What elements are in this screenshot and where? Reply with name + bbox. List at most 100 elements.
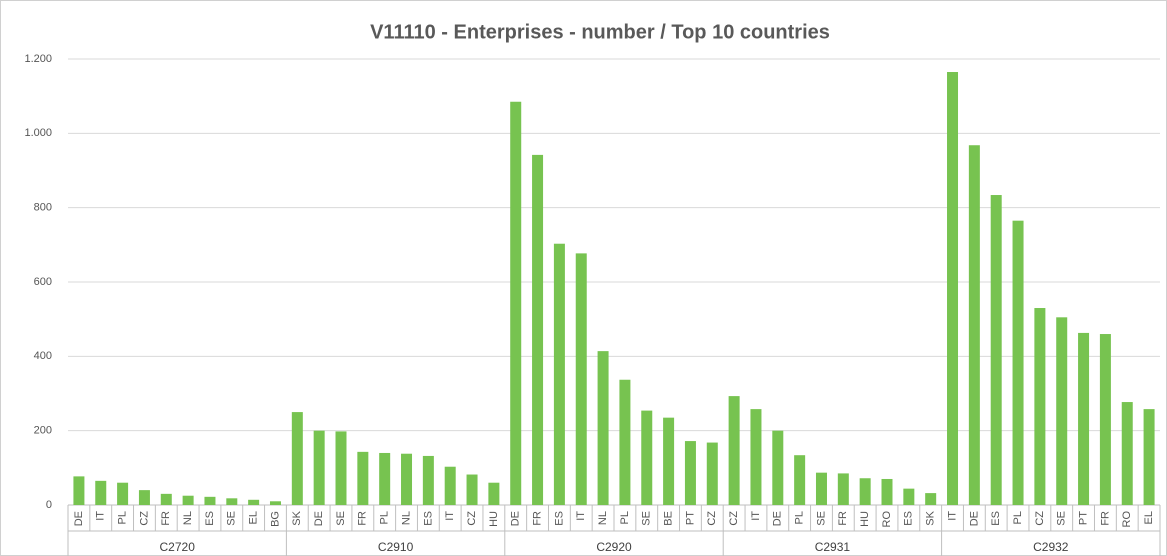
x-tick-label: RO (881, 511, 893, 528)
bar (663, 417, 675, 505)
x-tick-label: IT (750, 511, 762, 521)
bar (401, 453, 413, 505)
bar (160, 493, 172, 505)
x-tick-label: IT (575, 511, 587, 521)
x-tick-label: FR (837, 511, 849, 526)
x-tick-label: ES (422, 511, 434, 526)
x-tick-label: DE (313, 511, 325, 526)
x-tick-label: IT (444, 511, 456, 521)
x-tick-label: HU (859, 511, 871, 527)
x-tick-label: PT (1077, 511, 1089, 525)
bar (925, 493, 937, 505)
bar (772, 430, 784, 505)
bar (1034, 308, 1046, 505)
x-tick-label: SE (815, 511, 827, 526)
x-tick-label: FR (357, 511, 369, 526)
bar (728, 396, 740, 505)
x-tick-label: ES (204, 511, 216, 526)
x-tick-label: NL (597, 511, 609, 525)
x-tick-label: SK (291, 510, 303, 525)
bar (1078, 332, 1090, 505)
bar (73, 476, 85, 505)
x-tick-label: PL (794, 511, 806, 524)
x-tick-label: SE (335, 511, 347, 526)
x-tick-label: EL (248, 511, 260, 524)
y-tick-label: 1.000 (24, 127, 52, 139)
y-tick-label: 0 (46, 499, 52, 511)
bar (226, 498, 238, 505)
y-tick-label: 1.200 (24, 53, 52, 65)
bar (947, 72, 959, 505)
x-tick-label: FR (1099, 511, 1111, 526)
x-tick-label: ES (990, 511, 1002, 526)
x-tick-label: EL (1143, 511, 1155, 524)
bar (968, 145, 980, 505)
bar (204, 496, 216, 505)
bar (1056, 317, 1068, 505)
bar (597, 351, 609, 505)
x-tick-label: PL (619, 511, 631, 524)
group-label: C2931 (815, 540, 851, 554)
bar (138, 490, 150, 505)
x-tick-label: CZ (706, 511, 718, 526)
x-tick-label: NL (182, 511, 194, 525)
bar (619, 379, 631, 505)
bar (881, 478, 893, 505)
x-tick-label: BG (269, 511, 281, 527)
x-tick-label: FR (531, 511, 543, 526)
y-tick-label: 800 (34, 202, 52, 214)
bar (95, 480, 107, 505)
bar (1012, 220, 1024, 506)
bar (859, 478, 871, 505)
bar (1121, 402, 1133, 505)
x-tick-label: CZ (466, 511, 478, 526)
bar (291, 412, 303, 505)
x-tick-label: SE (641, 511, 653, 526)
x-tick-label: FR (160, 511, 172, 526)
x-tick-label: IT (95, 511, 107, 521)
bar (117, 482, 129, 505)
x-tick-label: SE (1056, 511, 1068, 526)
x-tick-label: CZ (138, 511, 150, 526)
bar (553, 243, 565, 506)
group-label: C2920 (596, 540, 632, 554)
bar (532, 154, 544, 505)
x-tick-label: SK (925, 510, 937, 525)
bar (903, 488, 915, 505)
y-tick-label: 600 (34, 276, 52, 288)
bar (575, 253, 587, 505)
x-tick-label: NL (400, 511, 412, 525)
x-tick-label: PT (684, 511, 696, 525)
x-tick-label: RO (1121, 511, 1133, 528)
y-tick-label: 200 (34, 425, 52, 437)
x-tick-label: DE (968, 511, 980, 526)
x-tick-label: CZ (1034, 511, 1046, 526)
group-label: C2910 (378, 540, 414, 554)
bar (357, 451, 369, 505)
bar (422, 455, 434, 505)
group-label: C2932 (1033, 540, 1069, 554)
group-label: C2720 (160, 540, 196, 554)
bar (990, 195, 1002, 505)
bar (269, 501, 281, 505)
bar (837, 473, 849, 505)
x-tick-label: SE (226, 511, 238, 526)
bar (313, 430, 325, 505)
bar (182, 495, 194, 505)
x-tick-label: ES (903, 511, 915, 526)
bar (488, 482, 500, 505)
x-tick-label: IT (946, 511, 958, 521)
bar (750, 409, 762, 505)
x-tick-label: DE (510, 511, 522, 526)
bar (706, 442, 718, 505)
bar (794, 455, 806, 505)
bar (1099, 334, 1111, 505)
x-tick-label: PL (379, 511, 391, 524)
bar (335, 431, 347, 505)
bar (444, 466, 456, 505)
x-tick-label: DE (772, 511, 784, 526)
y-tick-label: 400 (34, 350, 52, 362)
chart-title: V11110 - Enterprises - number / Top 10 c… (370, 21, 830, 43)
x-tick-label: HU (488, 511, 500, 527)
